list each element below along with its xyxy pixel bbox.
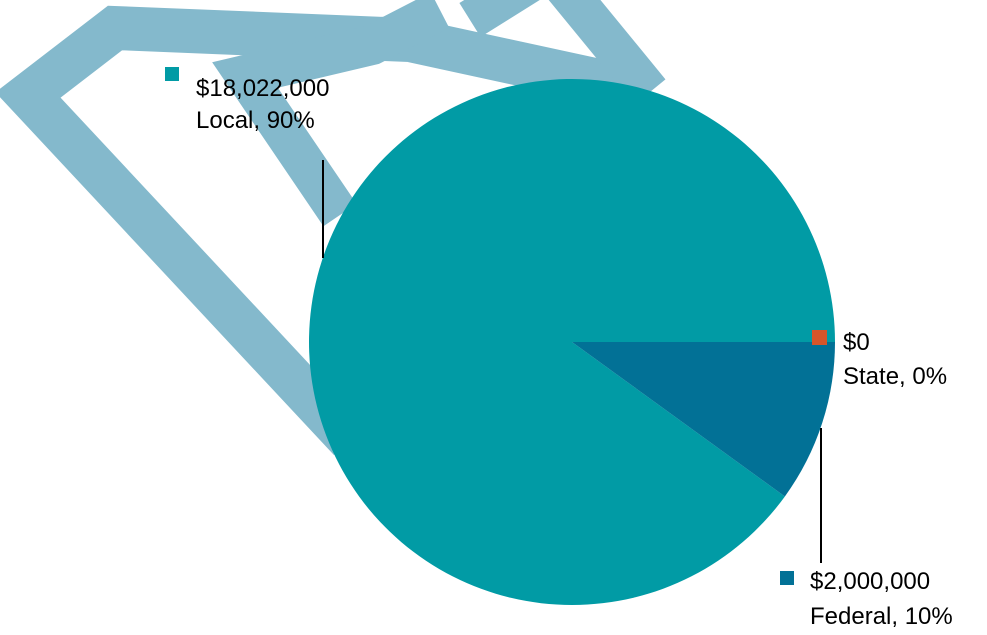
value-label-state: $0 — [843, 329, 870, 356]
value-label-local: $18,022,000 — [196, 75, 329, 102]
category-label-local: Local, 90% — [196, 107, 315, 134]
data-label-local: $18,022,000 Local, 90% — [165, 67, 329, 134]
data-label-state: $0 State, 0% — [812, 329, 947, 390]
category-label-state: State, 0% — [843, 363, 947, 390]
legend-swatch-state — [812, 330, 827, 345]
watermark-stroke-inner — [212, 0, 450, 227]
pie-slice-local[interactable] — [308, 79, 835, 606]
pie-slice-federal[interactable] — [572, 342, 835, 497]
watermark-logo — [0, 0, 666, 456]
pie-slices — [308, 79, 835, 606]
data-label-federal: $2,000,000 Federal, 10% — [780, 568, 953, 630]
value-label-federal: $2,000,000 — [810, 568, 930, 595]
legend-swatch-federal — [780, 571, 794, 585]
legend-swatch-local — [165, 67, 179, 81]
watermark-stroke-outer — [0, 5, 655, 456]
category-label-federal: Federal, 10% — [810, 603, 953, 630]
watermark-stroke-right — [459, 0, 666, 105]
